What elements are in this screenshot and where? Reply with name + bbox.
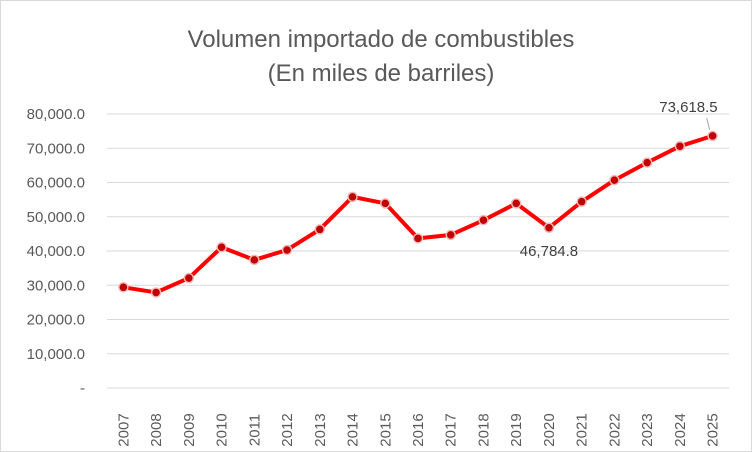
x-tick-label: 2018 [475,413,492,446]
data-labels: 46,784.8 73,618.5 [520,99,718,260]
x-tick-label: 2021 [574,413,591,446]
x-tick-label: 2022 [606,413,623,446]
y-tick-label: 70,000.0 [27,140,85,157]
data-point-marker [543,222,555,234]
data-point-marker [347,191,358,203]
x-tick-label: 2024 [672,413,689,446]
x-tick-label: 2009 [181,413,198,446]
x-tick-label: 2014 [345,413,362,446]
y-tick-label: 80,000.0 [27,106,85,123]
y-tick-label: - [80,380,85,397]
x-tick-label: 2010 [214,413,231,446]
data-label: 73,618.5 [659,99,717,116]
x-tick-label: 2019 [508,413,525,446]
y-tick-label: 60,000.0 [27,175,85,192]
data-point-marker [576,196,587,207]
x-tick-label: 2011 [246,414,263,446]
data-point-marker [150,287,162,298]
data-point-marker [609,174,620,186]
data-point-marker [445,229,456,241]
x-tick-label: 2016 [410,413,427,446]
x-tick-label: 2013 [312,413,329,446]
data-point-marker [641,157,653,168]
chart-title: Volumen importado de combustibles [188,26,575,53]
y-tick-label: 10,000.0 [27,346,85,363]
data-point-marker [281,244,293,256]
data-point-marker [674,140,686,152]
data-point-marker [478,214,489,226]
data-point-marker [118,282,129,293]
series-markers [118,130,718,298]
data-point-marker [249,254,260,266]
x-tick-label: 2008 [148,413,165,446]
x-tick-label: 2025 [705,413,722,446]
gridlines [107,113,729,389]
data-label-leader-line [706,117,711,130]
series-line [121,133,715,295]
data-point-marker [314,224,326,235]
x-axis-tick-labels: 2007 2008 2009 2010 2011 2012 2013 2014 2015 2016… [115,413,721,446]
y-axis-tick-labels: - 10,000.0 20,000.0 30,000.0 40,000.0 50,000.… [27,106,85,397]
series-line-layer [121,133,715,295]
data-point-marker [183,272,195,284]
data-point-marker [216,241,227,253]
data-point-marker [707,130,718,142]
x-tick-label: 2015 [377,413,394,446]
x-tick-label: 2017 [443,413,460,446]
data-point-marker [510,198,522,209]
x-tick-label: 2012 [279,413,296,446]
data-point-marker [412,233,424,244]
y-tick-label: 30,000.0 [27,277,85,294]
data-label: 46,784.8 [520,243,578,260]
y-tick-label: 40,000.0 [27,243,85,260]
x-tick-label: 2020 [541,413,558,446]
x-tick-label: 2007 [115,413,132,446]
y-tick-label: 20,000.0 [27,312,85,329]
x-tick-label: 2023 [639,413,656,446]
chart-subtitle: (En miles de barriles) [268,60,495,87]
y-tick-label: 50,000.0 [27,209,85,226]
data-point-marker [380,198,391,209]
